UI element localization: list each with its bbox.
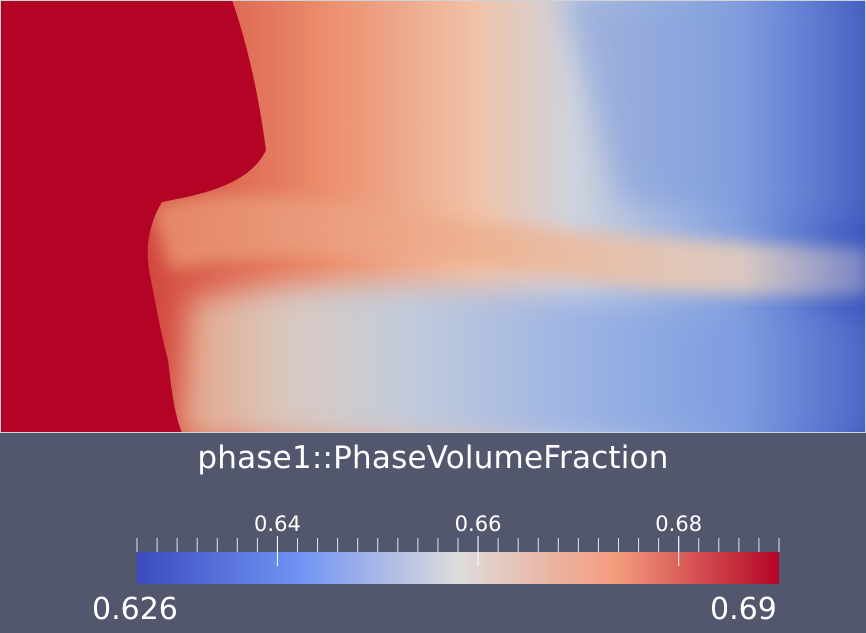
scalar-colorbar[interactable]: 0.64 0.66 0.68 [0,500,866,590]
colorbar-gradient [137,552,779,584]
field-saturated-left-region [0,0,266,433]
colorbar-tick-label: 0.66 [455,512,502,536]
field-lower-region [180,284,866,433]
colorbar-tick-label: 0.68 [655,512,702,536]
colorbar-min-label: 0.626 [92,592,178,627]
colorbar-max-label: 0.69 [710,592,777,627]
phase-volume-fraction-field[interactable] [0,0,866,433]
colorbar-ticks: 0.64 0.66 0.68 [136,512,780,566]
field-right-edge [740,0,866,433]
colorbar-title: phase1::PhaseVolumeFraction [197,440,669,476]
colorbar-tick-label: 0.64 [254,512,301,536]
field-warm-plume [150,195,866,296]
